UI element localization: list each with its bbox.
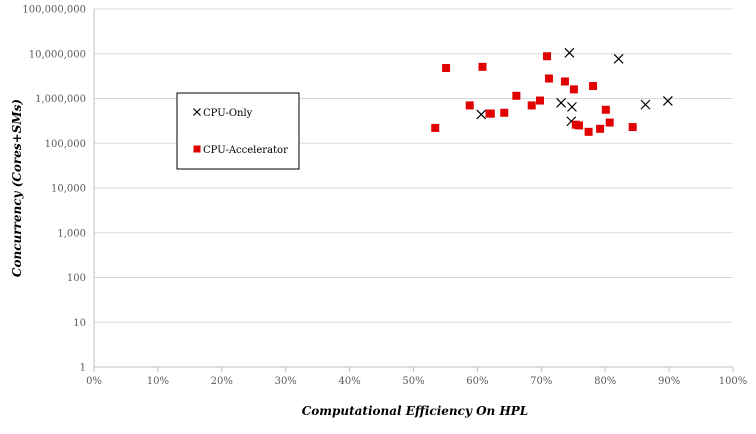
legend-square-marker [193, 145, 201, 153]
cpu-accelerator-point [605, 118, 614, 127]
cpu-accelerator-point [569, 85, 578, 94]
x-tick-label: 70% [530, 376, 552, 387]
legend-item-cpu-only: CPU-Only [193, 108, 253, 119]
cpu-only-point [640, 99, 651, 110]
x-axis-title: Computational Efficiency On HPL [302, 404, 529, 418]
x-tick-label: 30% [275, 376, 297, 387]
x-tick-label: 0% [86, 376, 102, 387]
y-tick-label: 1,000 [57, 228, 86, 239]
x-tick-label: 20% [211, 376, 233, 387]
x-tick-label: 40% [338, 376, 360, 387]
y-tick-label: 1 [80, 363, 86, 374]
cpu-accelerator-point [628, 123, 637, 132]
cpu-accelerator-point [500, 108, 509, 117]
cpu-accelerator-point [596, 124, 605, 133]
y-tick-label: 10,000 [51, 184, 86, 195]
legend-marker-x-icon [193, 108, 201, 116]
y-tick-label: 100,000,000 [22, 5, 86, 16]
cpu-only-point [564, 47, 575, 58]
cpu-accelerator-point [512, 91, 521, 100]
y-tick-label: 100 [67, 273, 86, 284]
y-tick-label: 1,000,000 [35, 94, 86, 105]
cpu-accelerator-point [527, 101, 536, 110]
legend-box [176, 92, 300, 170]
x-tick-label: 60% [466, 376, 488, 387]
data-points [431, 47, 673, 136]
cpu-only-point [476, 109, 487, 120]
tick-labels: 1 10 100 1,000 10,000 100,000 1,000,000 10,000,… [22, 5, 747, 388]
cpu-accelerator-point [575, 121, 584, 130]
cpu-accelerator-point [584, 127, 593, 136]
cpu-accelerator-point [442, 64, 451, 73]
y-tick-label: 10 [73, 318, 86, 329]
x-tick-label: 50% [402, 376, 424, 387]
y-tick-label: 10,000,000 [29, 49, 86, 60]
legend-label-cpu-accelerator: CPU-Accelerator [203, 145, 288, 156]
cpu-only-point [662, 96, 673, 106]
x-tick-label: 80% [594, 376, 616, 387]
x-tick-label: 100% [719, 376, 748, 387]
cpu-only-point [567, 101, 577, 112]
cpu-accelerator-point [601, 105, 610, 114]
legend-label-cpu-only: CPU-Only [203, 108, 253, 119]
y-tick-label: 100,000 [45, 139, 86, 150]
y-axis-title: Concurrency (Cores+SMs) [10, 99, 24, 277]
x-tick-label: 10% [147, 376, 169, 387]
cpu-accelerator-point [560, 77, 569, 86]
legend-marker-square-icon [193, 145, 201, 153]
legend: CPU-Only CPU-Accelerator [176, 92, 300, 170]
cpu-accelerator-point [544, 74, 553, 83]
cpu-accelerator-point [431, 123, 440, 132]
cpu-accelerator-point [478, 62, 487, 71]
cpu-accelerator-point [486, 109, 495, 118]
cpu-only-point [556, 97, 567, 108]
cpu-only-point [613, 53, 624, 64]
cpu-accelerator-point [465, 101, 474, 110]
cpu-accelerator-point [536, 96, 545, 105]
cpu-accelerator-point [543, 52, 552, 61]
cpu-accelerator-point [589, 82, 598, 91]
x-tick-label: 90% [658, 376, 680, 387]
axes [93, 9, 734, 372]
legend-x-marker [193, 108, 201, 116]
legend-item-cpu-accelerator: CPU-Accelerator [193, 145, 288, 156]
